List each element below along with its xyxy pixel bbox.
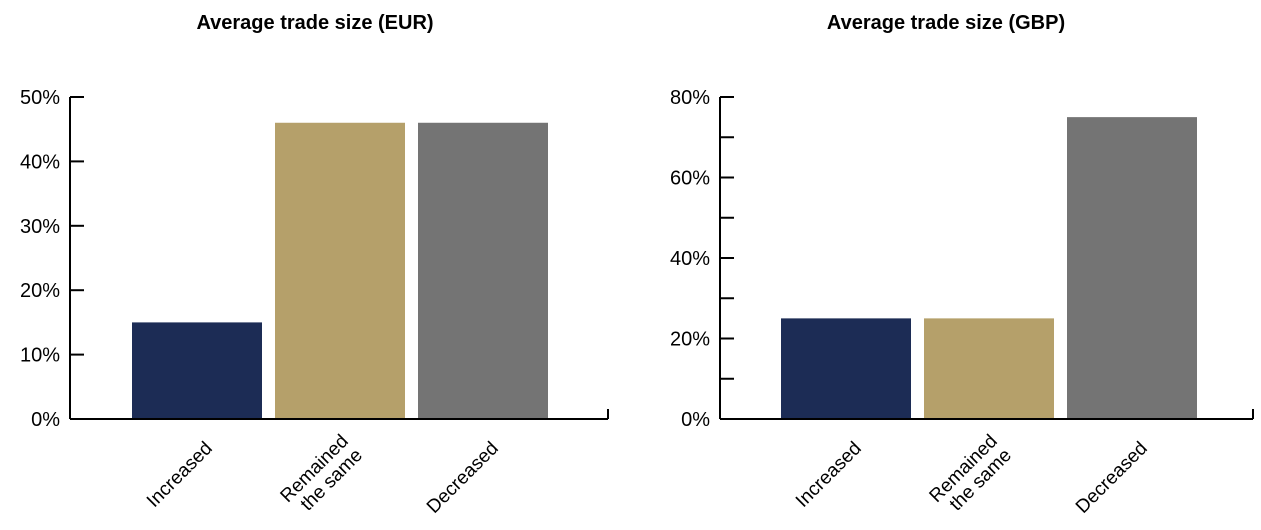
y-tick-label: 10%: [20, 345, 60, 367]
x-category-label: Decreased: [1072, 438, 1152, 518]
x-category-label: Decreased: [423, 438, 503, 518]
x-category-label: Remainedthe same: [277, 431, 367, 521]
chart-gbp-plot: 0% 20% 40% 60% 80% Increased Remainedthe same D…: [670, 87, 1254, 521]
x-category-label: Increased: [792, 438, 866, 512]
x-category-label: Remainedthe same: [926, 431, 1016, 521]
y-tick-label: 20%: [20, 280, 60, 302]
chart-eur-plot: 0% 10% 20% 30% 40% 50% Increased Remainedthe sa…: [20, 87, 609, 521]
y-tick-label: 40%: [20, 151, 60, 173]
bar: [418, 122, 548, 419]
y-tick-label: 30%: [20, 216, 60, 238]
bar: [275, 122, 405, 419]
y-tick-label: 50%: [20, 87, 60, 109]
bar: [1067, 117, 1197, 419]
bar: [924, 318, 1054, 419]
y-tick-label: 60%: [670, 168, 710, 190]
y-tick-label: 0%: [681, 409, 710, 431]
chart-title: Average trade size (EUR): [196, 12, 434, 34]
bar: [781, 318, 911, 419]
y-tick-label: 0%: [31, 409, 60, 431]
y-tick-label: 20%: [670, 329, 710, 351]
x-category-label: Increased: [143, 438, 217, 512]
y-tick-label: 40%: [670, 248, 710, 270]
y-tick-label: 80%: [670, 87, 710, 109]
chart-title: Average trade size (GBP): [826, 12, 1066, 34]
bar: [132, 322, 262, 419]
